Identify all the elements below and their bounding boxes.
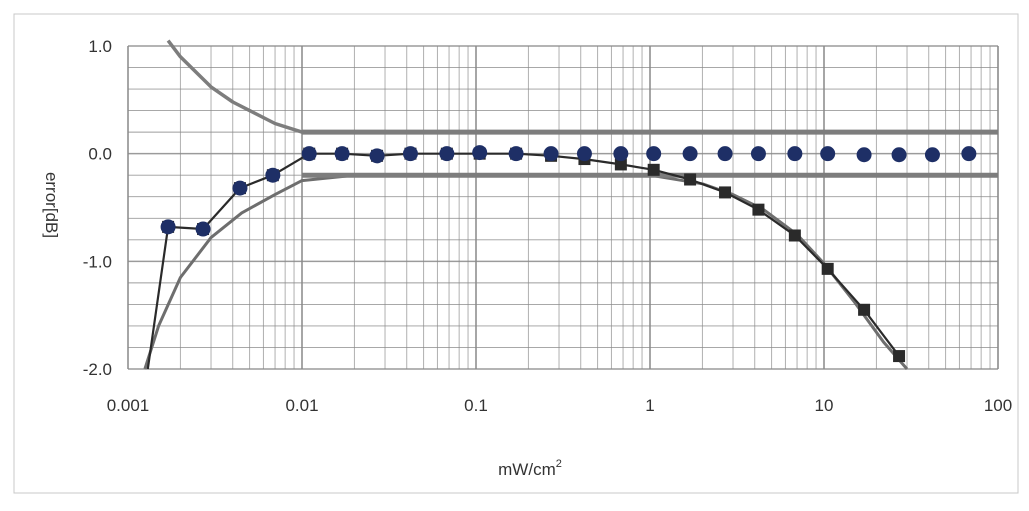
- square-series-point: [893, 350, 906, 363]
- square-series-point: [719, 186, 732, 199]
- y-tick-label: -2.0: [83, 360, 112, 379]
- y-axis-title: error[dB]: [42, 172, 61, 238]
- dot-series-point: [402, 146, 418, 162]
- y-tick-label: -1.0: [83, 252, 112, 271]
- dot-series-point: [891, 147, 907, 163]
- x-tick-label: 1: [645, 396, 654, 415]
- square-series-point: [684, 173, 697, 186]
- dot-series-point: [232, 180, 248, 196]
- dot-series-point: [717, 146, 733, 162]
- y-tick-label: 0.0: [88, 145, 112, 164]
- dot-series-point: [787, 146, 803, 162]
- dot-series-point: [472, 145, 488, 161]
- dot-series-point: [750, 146, 766, 162]
- dot-series-point: [301, 146, 317, 162]
- x-axis-title-superscript: 2: [556, 458, 562, 470]
- square-series-point: [614, 158, 627, 171]
- chart-border: [13, 13, 1019, 494]
- dot-series-point: [265, 167, 281, 183]
- square-series-point: [821, 262, 834, 275]
- dot-series-point: [543, 146, 559, 162]
- dot-series-point: [160, 219, 176, 235]
- dot-series-point: [613, 146, 629, 162]
- tolerance-curve-upper: [166, 39, 998, 134]
- square-series-point: [858, 303, 871, 316]
- x-axis-title: mW/cm2: [498, 458, 562, 479]
- dot-series-point: [334, 146, 350, 162]
- square-series-point: [647, 163, 660, 176]
- dot-series-point: [576, 146, 592, 162]
- dot-series-point: [820, 146, 836, 162]
- dot-series-point: [961, 146, 977, 162]
- x-tick-label: 0.01: [285, 396, 318, 415]
- dot-series-point: [856, 147, 872, 163]
- dot-series-point: [924, 147, 940, 163]
- dot-series-point: [369, 148, 385, 164]
- x-axis-title-text: mW/cm: [498, 460, 556, 479]
- dot-series-point: [646, 146, 662, 162]
- series-markers: [160, 145, 977, 363]
- dot-series-point: [508, 146, 524, 162]
- y-tick-label: 1.0: [88, 37, 112, 56]
- x-tick-label: 0.1: [464, 396, 488, 415]
- x-tick-label: 10: [815, 396, 834, 415]
- series-lines: [143, 39, 998, 370]
- grid: [127, 45, 999, 370]
- x-tick-label: 0.001: [107, 396, 150, 415]
- square-series-point: [788, 229, 801, 242]
- square-series-point: [752, 203, 765, 216]
- dot-series-point: [682, 146, 698, 162]
- tick-labels: 0.001 0.01 0.1 1 10 100 1.0 0.0 -1.0 -2.0: [83, 37, 1012, 415]
- dot-series-point: [439, 146, 455, 162]
- tolerance-curve-lower: [143, 173, 909, 370]
- x-tick-label: 100: [984, 396, 1012, 415]
- dot-series-point: [195, 221, 211, 237]
